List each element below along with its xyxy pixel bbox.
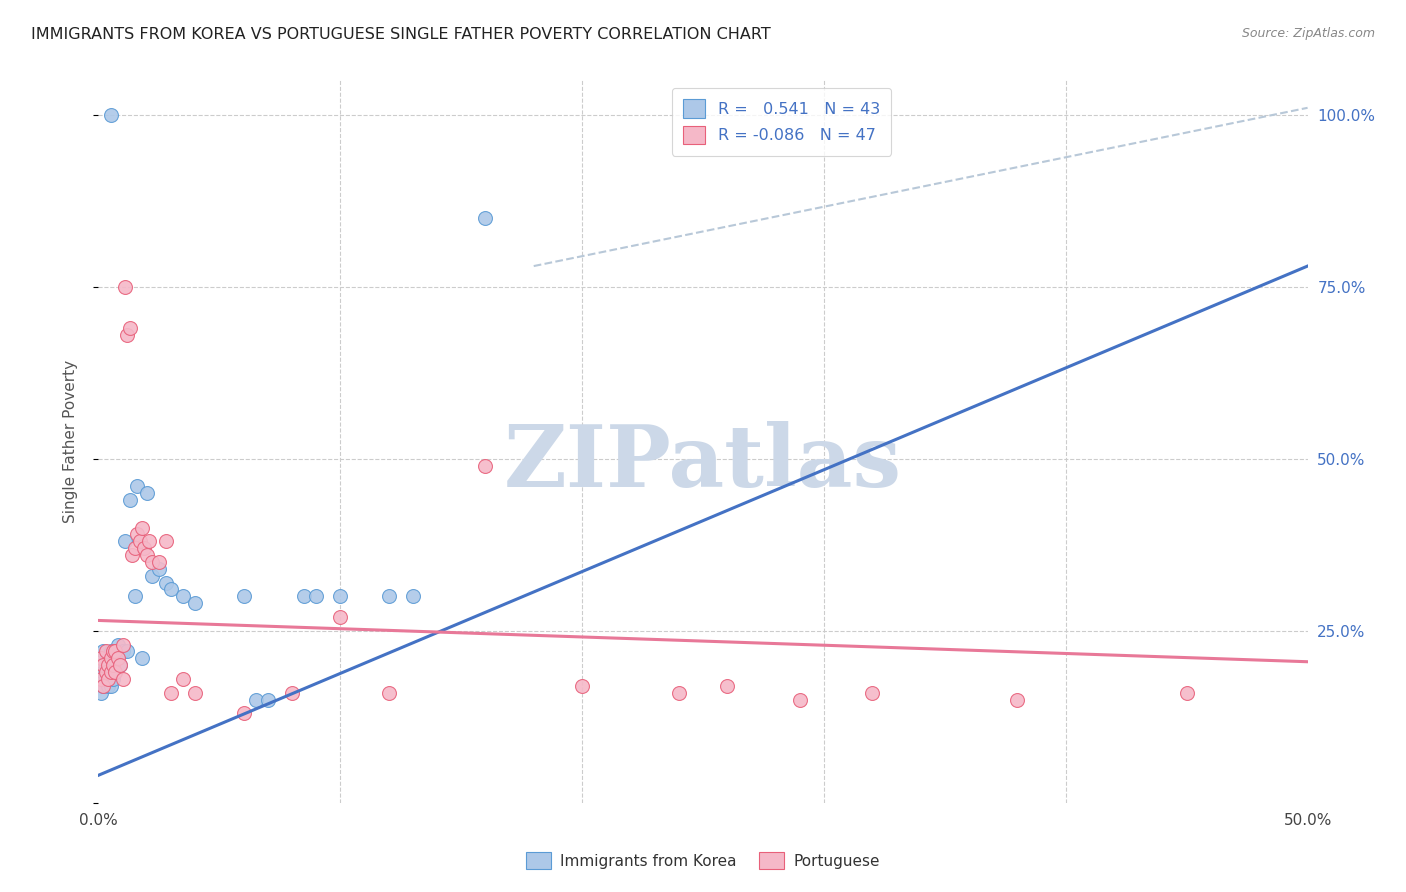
Point: [108, 658, 131, 673]
Point: [100, 644, 122, 658]
Point: [134, 541, 156, 556]
Point: [107, 651, 129, 665]
Point: [97, 658, 120, 673]
Point: [135, 486, 157, 500]
Legend: R =   0.541   N = 43, R = -0.086   N = 47: R = 0.541 N = 43, R = -0.086 N = 47: [672, 88, 891, 155]
Text: IMMIGRANTS FROM KOREA VS PORTUGUESE SINGLE FATHER POVERTY CORRELATION CHART: IMMIGRANTS FROM KOREA VS PORTUGUESE SING…: [31, 27, 770, 42]
Point: [138, 534, 160, 549]
Point: [114, 534, 136, 549]
Text: ZIPatlas: ZIPatlas: [503, 421, 903, 505]
Point: [474, 211, 496, 225]
Point: [111, 638, 134, 652]
Point: [148, 555, 170, 569]
Point: [668, 686, 690, 700]
Y-axis label: Single Father Poverty: Single Father Poverty: [63, 360, 77, 523]
Point: [107, 638, 129, 652]
Point: [305, 590, 328, 604]
Point: [108, 658, 131, 673]
Point: [114, 279, 136, 293]
Point: [94, 644, 117, 658]
Point: [111, 644, 134, 658]
Point: [160, 582, 183, 597]
Point: [124, 590, 146, 604]
Point: [97, 672, 120, 686]
Point: [91, 665, 114, 679]
Point: [160, 686, 183, 700]
Point: [121, 548, 143, 562]
Point: [100, 651, 122, 665]
Point: [148, 562, 170, 576]
Point: [329, 610, 352, 624]
Point: [104, 665, 127, 679]
Point: [281, 686, 304, 700]
Point: [118, 493, 141, 508]
Point: [90, 658, 112, 673]
Point: [101, 658, 124, 673]
Point: [184, 596, 207, 610]
Point: [100, 679, 122, 693]
Legend: Immigrants from Korea, Portuguese: Immigrants from Korea, Portuguese: [520, 846, 886, 875]
Point: [789, 692, 811, 706]
Point: [1175, 686, 1198, 700]
Point: [474, 458, 496, 473]
Point: [127, 527, 149, 541]
Point: [131, 520, 153, 534]
Point: [111, 672, 134, 686]
Point: [716, 679, 738, 693]
Point: [94, 658, 117, 673]
Point: [135, 548, 157, 562]
Point: [117, 327, 139, 342]
Point: [118, 321, 141, 335]
Point: [124, 541, 146, 556]
Point: [141, 568, 163, 582]
Point: [172, 672, 194, 686]
Point: [329, 590, 352, 604]
Point: [104, 644, 127, 658]
Point: [172, 590, 194, 604]
Point: [245, 692, 267, 706]
Point: [97, 679, 120, 693]
Point: [860, 686, 883, 700]
Point: [256, 692, 278, 706]
Point: [101, 644, 124, 658]
Point: [155, 575, 177, 590]
Point: [1007, 692, 1029, 706]
Point: [91, 679, 114, 693]
Point: [232, 706, 254, 721]
Point: [117, 644, 139, 658]
Point: [94, 672, 117, 686]
Point: [90, 672, 112, 686]
Point: [94, 665, 117, 679]
Text: Source: ZipAtlas.com: Source: ZipAtlas.com: [1241, 27, 1375, 40]
Point: [377, 686, 399, 700]
Point: [128, 534, 150, 549]
Point: [402, 590, 425, 604]
Point: [91, 644, 114, 658]
Point: [90, 672, 112, 686]
Point: [90, 651, 112, 665]
Point: [97, 651, 120, 665]
Point: [91, 679, 114, 693]
Point: [232, 590, 254, 604]
Point: [101, 658, 124, 673]
Point: [90, 686, 112, 700]
Point: [101, 672, 124, 686]
Point: [292, 590, 315, 604]
Point: [100, 108, 122, 122]
Point: [127, 479, 149, 493]
Point: [100, 665, 122, 679]
Point: [141, 555, 163, 569]
Point: [571, 679, 593, 693]
Point: [100, 665, 122, 679]
Point: [104, 651, 127, 665]
Point: [155, 534, 177, 549]
Point: [91, 658, 114, 673]
Point: [131, 651, 153, 665]
Point: [104, 665, 127, 679]
Point: [184, 686, 207, 700]
Point: [377, 590, 399, 604]
